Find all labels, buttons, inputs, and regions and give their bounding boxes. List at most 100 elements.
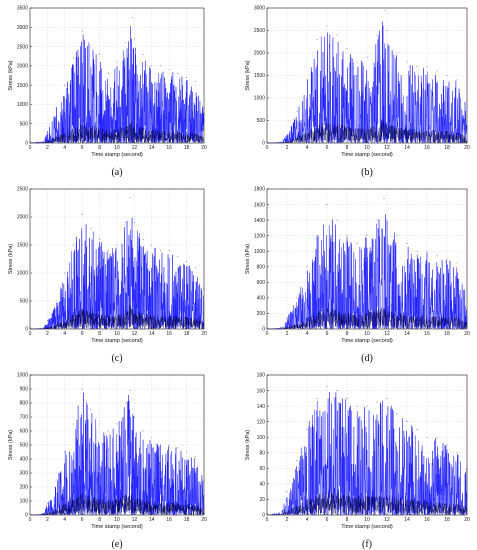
x-tick-label: 16 xyxy=(166,331,172,337)
x-axis-label: Time stamp (second) xyxy=(341,152,393,158)
x-tick-label: 2 xyxy=(286,145,289,151)
data-point xyxy=(168,250,170,252)
data-point xyxy=(316,397,318,399)
y-tick-label: 400 xyxy=(20,457,29,463)
data-point xyxy=(99,239,100,240)
y-tick-label: 20 xyxy=(259,497,265,503)
data-point xyxy=(456,452,458,454)
chart-panel-a: 0 2 4 6 8 10 12 14 16 18 20 0 500 1000 1500 2000 2500 300… xyxy=(8,6,207,178)
y-tick-label: 3000 xyxy=(254,6,265,12)
series-trace-dense xyxy=(30,121,205,144)
x-tick-label: 16 xyxy=(424,331,430,337)
x-tick-label: 0 xyxy=(29,331,32,337)
x-tick-label: 4 xyxy=(63,145,66,151)
y-tick-label: 200 xyxy=(257,311,266,317)
data-point xyxy=(426,436,428,438)
data-point xyxy=(73,57,74,59)
data-point xyxy=(336,34,338,36)
data-point xyxy=(456,262,458,264)
y-tick-label: 500 xyxy=(257,118,266,124)
x-tick-label: 6 xyxy=(326,331,329,337)
data-point xyxy=(177,255,179,257)
chart-panel-e: 0 2 4 6 8 10 12 14 16 18 2001002003004005006007008… xyxy=(8,373,207,550)
x-tick-label: 14 xyxy=(149,145,155,151)
data-point xyxy=(336,390,338,391)
data-point xyxy=(55,479,57,481)
data-point xyxy=(47,320,48,321)
y-tick-label: 1400 xyxy=(254,218,265,224)
x-tick-label: 14 xyxy=(149,331,155,337)
y-tick-label: 2500 xyxy=(17,44,28,50)
data-point xyxy=(160,250,161,252)
y-axis-label: Stress (kPa) xyxy=(245,60,251,90)
data-point xyxy=(151,437,153,439)
data-point xyxy=(416,250,418,252)
chart-panel-b: 0 2 4 6 8 10 12 14 16 18 20 0 500 1000 1500 2000 2500 300… xyxy=(245,6,470,178)
series-trace-dense xyxy=(30,305,205,330)
x-tick-label: 12 xyxy=(384,331,390,337)
y-tick-label: 200 xyxy=(20,485,29,491)
y-tick-label: 500 xyxy=(20,443,29,449)
panel-label: (f) xyxy=(362,539,372,550)
y-tick-label: 1200 xyxy=(254,233,265,239)
data-point xyxy=(73,423,74,425)
x-tick-label: 12 xyxy=(132,331,138,337)
y-axis-label: Stress (kPa) xyxy=(245,244,251,274)
x-tick-label: 18 xyxy=(184,145,190,151)
data-point xyxy=(281,327,283,328)
x-tick-label: 10 xyxy=(364,517,370,523)
data-point xyxy=(396,52,398,54)
y-tick-label: 1600 xyxy=(254,202,265,208)
data-point xyxy=(286,316,288,318)
x-tick-label: 10 xyxy=(114,145,120,151)
y-tick-label: 160 xyxy=(257,388,266,394)
x-tick-label: 12 xyxy=(384,145,390,151)
data-point xyxy=(296,111,298,112)
y-tick-label: 1500 xyxy=(17,83,28,89)
data-point xyxy=(142,53,144,55)
data-point xyxy=(194,267,196,268)
x-tick-label: 18 xyxy=(444,517,450,523)
data-point xyxy=(396,235,398,237)
y-axis-label: Stress (kPa) xyxy=(8,430,14,460)
series-trace-dense xyxy=(30,493,205,516)
data-point xyxy=(87,42,89,44)
data-point xyxy=(81,388,83,390)
data-point xyxy=(436,70,438,72)
x-tick-label: 8 xyxy=(346,145,349,151)
x-tick-label: 14 xyxy=(404,517,410,523)
y-tick-label: 800 xyxy=(257,264,266,270)
x-tick-label: 10 xyxy=(364,145,370,151)
data-point xyxy=(406,421,408,423)
x-tick-label: 2 xyxy=(46,331,49,337)
data-point xyxy=(384,9,386,11)
panel-label: (b) xyxy=(361,167,373,178)
y-tick-label: 1000 xyxy=(254,249,265,255)
data-point xyxy=(42,140,44,142)
x-tick-label: 8 xyxy=(346,517,349,523)
y-tick-label: 180 xyxy=(257,373,266,379)
y-tick-label: 3000 xyxy=(17,25,28,31)
data-point xyxy=(186,261,188,263)
x-axis-label: Time stamp (second) xyxy=(91,524,143,530)
x-tick-label: 18 xyxy=(444,145,450,151)
data-point xyxy=(81,213,83,215)
data-point xyxy=(107,73,109,74)
x-tick-label: 10 xyxy=(364,331,370,337)
data-point xyxy=(134,416,135,418)
data-point xyxy=(64,84,66,86)
y-tick-label: 140 xyxy=(257,404,266,410)
x-tick-label: 14 xyxy=(404,331,410,337)
x-tick-label: 4 xyxy=(306,145,309,151)
data-point xyxy=(306,266,308,268)
data-point xyxy=(366,235,368,237)
y-tick-label: 1000 xyxy=(254,96,265,102)
data-point xyxy=(125,222,127,224)
data-point xyxy=(129,197,131,198)
data-point xyxy=(386,397,388,399)
x-tick-label: 6 xyxy=(81,517,84,523)
y-tick-label: 1500 xyxy=(17,243,28,249)
data-point xyxy=(376,401,378,403)
data-point xyxy=(177,447,179,449)
